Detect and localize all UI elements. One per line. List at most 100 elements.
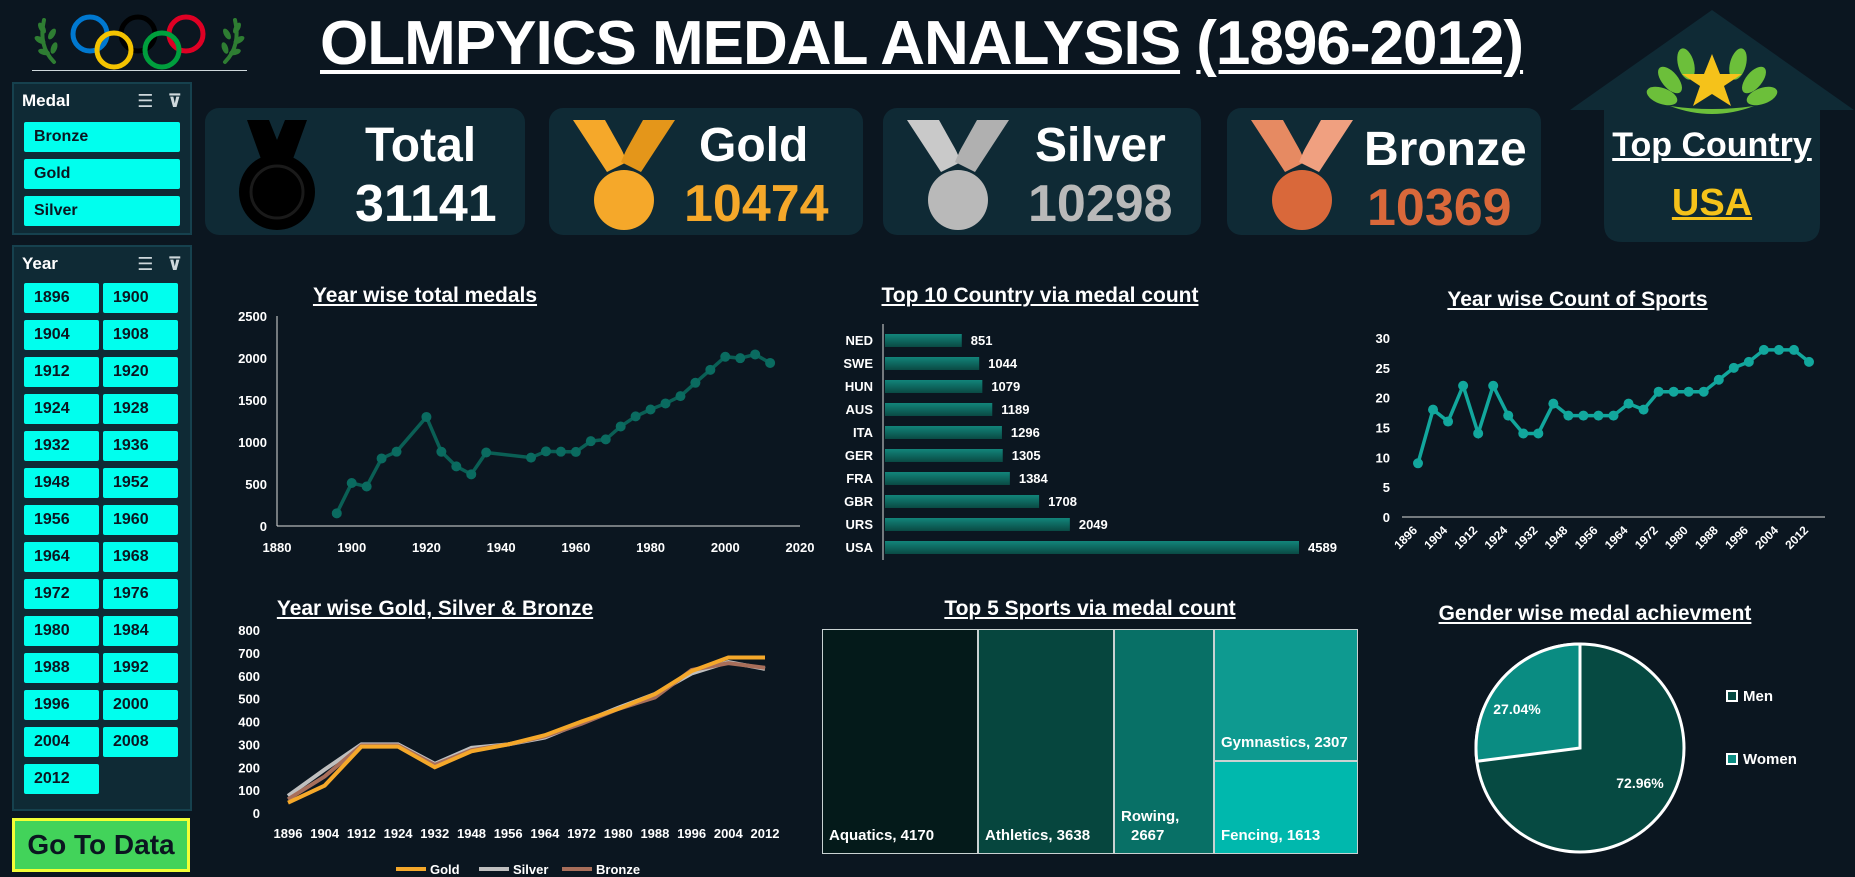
total-medals-point (750, 349, 761, 360)
x-tick-label: 2004 (1752, 523, 1781, 552)
year-chip-1920[interactable]: 1920 (103, 357, 178, 387)
x-tick-label: 1904 (1421, 523, 1450, 552)
year-chip-2008[interactable]: 2008 (103, 727, 178, 757)
chart-title-year-sports: Year wise Count of Sports (1447, 288, 1708, 311)
sports-count-point (1653, 386, 1664, 397)
x-tick-label: 1980 (604, 826, 633, 841)
treemap-label: Gymnastics, 2307 (1221, 734, 1348, 751)
total-medals-point (615, 421, 626, 432)
x-tick-label: 2000 (711, 540, 740, 555)
x-tick-label: 2020 (786, 540, 815, 555)
country-label: URS (846, 517, 874, 532)
year-chip-1928[interactable]: 1928 (103, 394, 178, 424)
country-label: NED (846, 333, 873, 348)
total-medals-point (720, 351, 731, 362)
treemap-label-line: 2667 (1131, 827, 1165, 844)
year-chip-1924[interactable]: 1924 (24, 394, 99, 424)
year-chip-1956[interactable]: 1956 (24, 505, 99, 535)
star-icon (1682, 54, 1742, 106)
year-chip-1904[interactable]: 1904 (24, 320, 99, 350)
go-to-data-button[interactable]: Go To Data (12, 818, 190, 872)
treemap-tile-aquatics: Aquatics, 4170 (822, 629, 978, 854)
legend-label-silver: Silver (513, 862, 548, 877)
title-years: (1896-2012) (1196, 9, 1524, 78)
multi-select-icon[interactable]: ☰ (137, 253, 154, 274)
country-bar-value: 4589 (1308, 540, 1337, 555)
treemap-label: Rowing, 2667 (1121, 807, 1179, 845)
clear-filter-icon[interactable]: ⊽ (167, 253, 182, 274)
country-bar-SWE (885, 357, 980, 370)
year-chip-2012[interactable]: 2012 (24, 764, 99, 794)
year-chip-1976[interactable]: 1976 (103, 579, 178, 609)
total-medals-point (376, 453, 387, 464)
legend-label-bronze: Bronze (596, 862, 640, 877)
y-tick-label: 10 (1376, 450, 1390, 465)
total-medals-point (645, 404, 656, 415)
sports-count-point (1683, 386, 1694, 397)
kpi-total-card: Total 31141 (205, 108, 525, 235)
total-medals-point (421, 411, 432, 422)
sports-count-point (1503, 410, 1514, 421)
year-slicer-title: Year (22, 254, 58, 273)
year-chip-1992[interactable]: 1992 (103, 653, 178, 683)
year-chip-1908[interactable]: 1908 (103, 320, 178, 350)
year-chip-1996[interactable]: 1996 (24, 690, 99, 720)
year-grid: 1896 1900 1904 1908 1912 1920 1924 1928 1932 1936… (14, 281, 190, 804)
year-chip-1900[interactable]: 1900 (103, 283, 178, 313)
sports-count-point (1623, 398, 1634, 409)
sports-count-point (1788, 344, 1799, 355)
clear-filter-icon[interactable]: ⊽ (167, 90, 182, 111)
year-chip-1932[interactable]: 1932 (24, 431, 99, 461)
total-medals-point (660, 398, 671, 409)
year-chip-2000[interactable]: 2000 (103, 690, 178, 720)
year-chip-2004[interactable]: 2004 (24, 727, 99, 757)
year-gsb-chart: 0 100 200 300 400 500 600 700 800 1896 1904 1912 192… (238, 623, 779, 877)
kpi-bronze-value: 10369 (1367, 179, 1512, 237)
x-tick-label: 1948 (1542, 523, 1571, 552)
kpi-total-label: Total (365, 119, 477, 172)
year-chip-1972[interactable]: 1972 (24, 579, 99, 609)
y-tick-label: 25 (1376, 361, 1390, 376)
year-chip-1964[interactable]: 1964 (24, 542, 99, 572)
y-tick-label: 400 (238, 715, 260, 730)
year-slicer-header: Year ☰ ⊽ (14, 247, 190, 281)
year-chip-1988[interactable]: 1988 (24, 653, 99, 683)
year-chip-1896[interactable]: 1896 (24, 283, 99, 313)
year-chip-1912[interactable]: 1912 (24, 357, 99, 387)
chart-title-year-total: Year wise total medals (312, 284, 538, 307)
total-medals-point (735, 353, 746, 364)
sports-count-point (1488, 380, 1499, 391)
medal-chip-bronze[interactable]: Bronze (24, 122, 180, 152)
year-chip-1936[interactable]: 1936 (103, 431, 178, 461)
y-tick-label: 0 (253, 806, 260, 821)
medal-chip-gold[interactable]: Gold (24, 159, 180, 189)
year-total-chart: 0 500 1000 1500 2000 2500 1880 1900 1920 1940 1960… (238, 309, 815, 555)
year-chip-1980[interactable]: 1980 (24, 616, 99, 646)
year-chip-1960[interactable]: 1960 (103, 505, 178, 535)
year-chip-1968[interactable]: 1968 (103, 542, 178, 572)
year-chip-1984[interactable]: 1984 (103, 616, 178, 646)
x-tick-label: 1932 (420, 826, 449, 841)
top10-country-chart: NED 851 SWE 1044 HUN 1079 AUS 1189 ITA 1296 GER 130… (843, 324, 1337, 560)
x-tick-label: 1912 (1451, 523, 1480, 552)
sports-count-point (1743, 356, 1754, 367)
country-bar-URS (885, 518, 1070, 531)
country-bar-GER (885, 449, 1003, 462)
year-chip-1948[interactable]: 1948 (24, 468, 99, 498)
olympic-rings-logo (34, 14, 245, 70)
x-tick-label: 1996 (1722, 523, 1751, 552)
y-tick-label: 500 (245, 477, 267, 492)
country-bar-value: 1079 (991, 379, 1020, 394)
pie-slice-women (1474, 642, 1582, 763)
x-tick-label: 1924 (1482, 523, 1511, 552)
kpi-gold-label: Gold (699, 119, 809, 172)
y-tick-label: 0 (1383, 510, 1390, 525)
treemap-tile-rowing: Rowing, 2667 (1114, 629, 1214, 854)
multi-select-icon[interactable]: ☰ (137, 90, 154, 111)
x-tick-label: 1980 (1662, 523, 1691, 552)
chart-title-top5: Top 5 Sports via medal count (944, 597, 1236, 620)
silver-medal-icon (907, 120, 1009, 230)
medal-chip-silver[interactable]: Silver (24, 196, 180, 226)
year-chip-1952[interactable]: 1952 (103, 468, 178, 498)
medal-slicer-title: Medal (22, 91, 71, 110)
